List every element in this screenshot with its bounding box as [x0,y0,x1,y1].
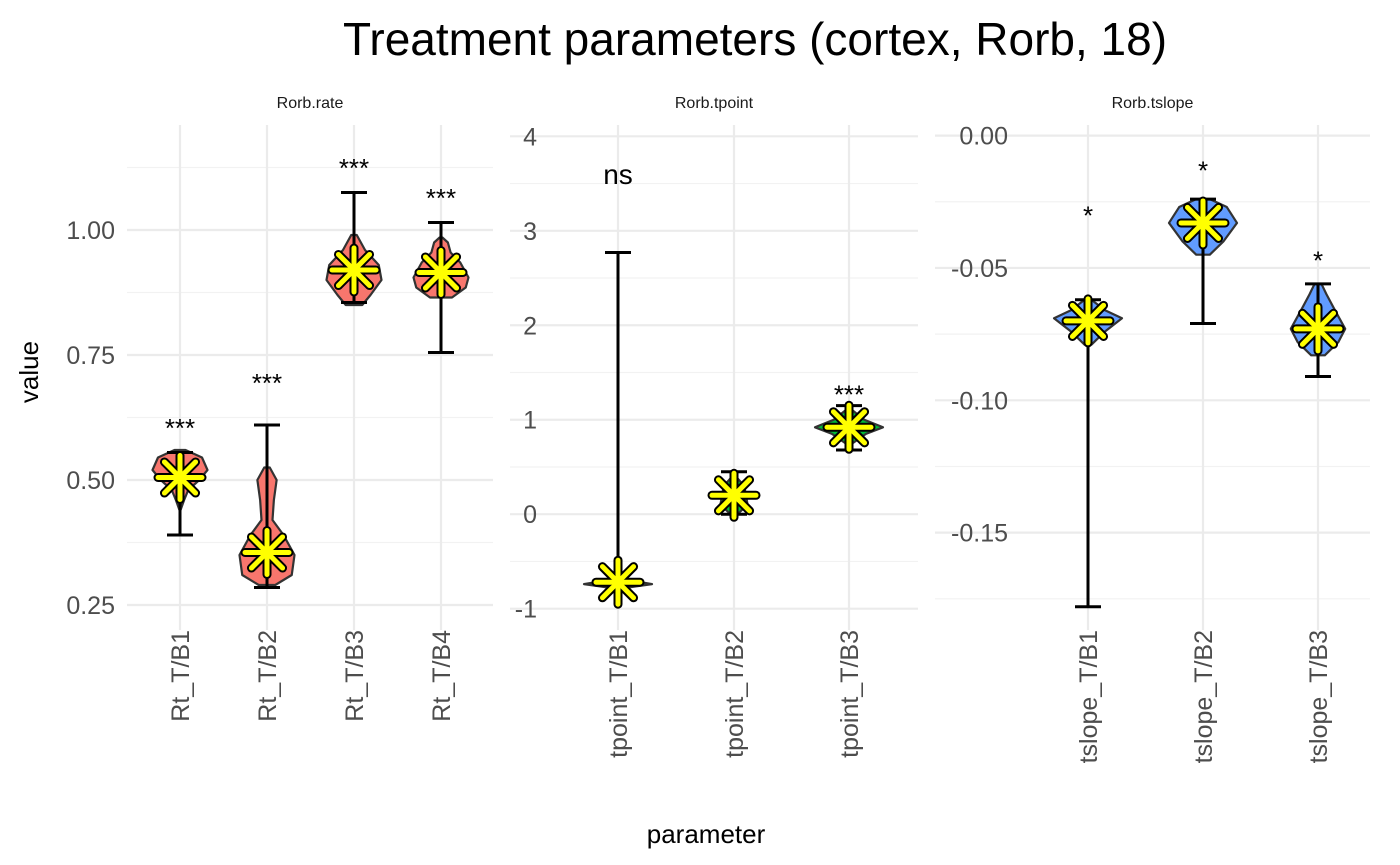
violin-group: *** Rt_T/B4 [412,183,470,722]
y-tick-label: 0.25 [66,592,115,620]
significance-label: *** [339,153,369,183]
violin-group: * tslope_T/B3 [1289,245,1347,763]
panel-strip-label: Rorb.tpoint [675,95,754,112]
x-tick-label: tpoint_T/B1 [605,630,633,758]
significance-label: * [1198,155,1208,185]
violin-group: *** Rt_T/B3 [325,153,383,722]
violin-group: *** tpoint_T/B3 [813,379,885,758]
mean-marker [335,251,373,289]
panel-strip-label: Rorb.rate [277,95,344,112]
y-tick-label: 2 [523,312,537,340]
x-tick-label: tpoint_T/B2 [721,630,749,758]
x-tick-label: Rt_T/B3 [341,630,369,722]
significance-label: ns [603,159,633,190]
significance-label: *** [834,379,864,409]
panel-Rorb-tpoint: Rorb.tpoint -1 0 1 2 3 4 ns tpoint_T/B1 tpoint_T/… [510,95,918,758]
y-tick-label: 0.00 [959,123,1008,151]
y-tick-label: -1 [515,596,537,624]
mean-marker [1069,302,1107,339]
y-tick-label: 1.00 [66,217,115,245]
violin-group: *** Rt_T/B1 [151,413,209,722]
panel-strip-label: Rorb.tslope [1112,95,1194,112]
y-tick-label: -0.05 [951,255,1008,283]
mean-marker [248,534,286,571]
x-tick-label: Rt_T/B4 [428,630,456,722]
mean-marker [161,459,199,496]
y-tick-label: 0.50 [66,467,115,495]
violin-group: ns tpoint_T/B1 [582,159,654,758]
mean-marker [1184,204,1222,241]
mean-marker [422,254,460,291]
y-tick-label: 4 [523,123,537,151]
x-tick-label: Rt_T/B1 [167,630,195,722]
mean-marker [1299,310,1337,347]
y-tick-label: -0.15 [951,520,1008,548]
violin-group: * tslope_T/B2 [1167,155,1239,763]
x-tick-label: tslope_T/B1 [1075,630,1103,763]
chart-title: Treatment parameters (cortex, Rorb, 18) [343,13,1167,65]
y-tick-label: -0.10 [951,387,1008,415]
mean-marker [830,409,868,446]
significance-label: *** [426,183,456,213]
significance-label: *** [252,368,282,398]
y-tick-label: 3 [523,218,537,246]
y-axis-label: value [14,341,44,403]
y-tick-label: 0 [523,501,537,529]
x-tick-label: tpoint_T/B3 [836,630,864,758]
x-tick-label: tslope_T/B3 [1305,630,1333,763]
x-tick-label: Rt_T/B2 [254,630,282,722]
mean-marker [715,477,753,514]
violin-group: tpoint_T/B2 [707,468,761,758]
violin-group: *** Rt_T/B2 [238,368,296,722]
y-tick-label: 1 [523,407,537,435]
significance-label: *** [165,413,195,443]
significance-label: * [1313,245,1323,275]
x-axis-label: parameter [647,819,766,849]
x-tick-label: tslope_T/B2 [1190,630,1218,763]
mean-marker [599,564,637,601]
panel-Rorb-tslope: Rorb.tslope -0.15 -0.10 -0.05 0.00 * tslope_T/… [935,95,1370,763]
violin-group: * tslope_T/B1 [1052,200,1124,763]
panel-Rorb-rate: Rorb.rate 0.25 0.50 0.75 1.00 *** Rt_T/B1 *** Rt… [66,95,493,722]
significance-label: * [1083,200,1093,230]
y-tick-label: 0.75 [66,342,115,370]
